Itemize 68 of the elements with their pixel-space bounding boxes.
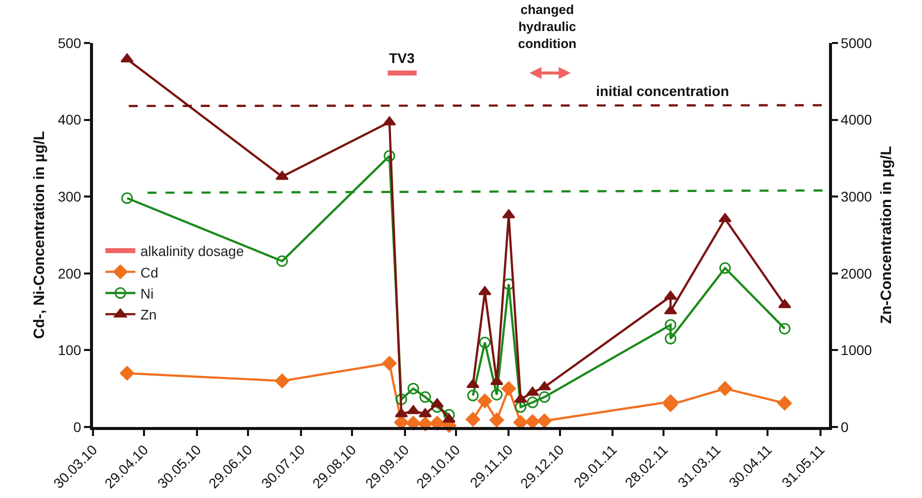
y2-tick-label: 5000 — [840, 34, 872, 51]
point — [478, 286, 492, 296]
point — [664, 305, 678, 314]
point — [514, 394, 528, 403]
y2-tick-label: 0 — [840, 418, 849, 435]
point — [664, 319, 676, 331]
point — [394, 408, 408, 418]
point — [502, 209, 516, 218]
annotation: changed hydraulic condition — [518, 2, 577, 51]
point — [478, 394, 492, 408]
point — [491, 388, 503, 400]
point — [120, 366, 134, 380]
point — [525, 414, 540, 429]
point — [490, 412, 504, 428]
point — [718, 381, 732, 396]
y2-tick-label: 3000 — [840, 188, 872, 204]
point — [538, 381, 551, 390]
point — [466, 412, 480, 427]
y2-tick-label: 1000 — [840, 342, 872, 358]
point — [718, 213, 732, 222]
point — [419, 391, 431, 403]
point — [121, 192, 133, 204]
point — [384, 150, 396, 162]
point — [382, 356, 397, 371]
legend-label: Ni — [140, 285, 154, 302]
point — [467, 390, 479, 402]
y2-tick-label: 4000 — [840, 112, 872, 128]
y-axis-title: Cd-, Ni-Concentration in µg/L — [31, 131, 48, 339]
point — [719, 262, 731, 274]
point — [466, 379, 480, 388]
point — [537, 414, 552, 428]
point — [382, 116, 396, 126]
point — [664, 332, 676, 344]
point — [396, 394, 408, 406]
annotation: initial concentration — [596, 83, 730, 99]
y-tick-label: 400 — [58, 112, 82, 128]
legend-label: Zn — [140, 306, 157, 323]
point — [418, 408, 432, 418]
y-tick-label: 300 — [58, 188, 82, 204]
y-tick-label: 500 — [58, 34, 82, 51]
point — [538, 391, 550, 403]
point — [514, 401, 526, 413]
y2-axis-title: Zn-Concentration in µg/L — [878, 146, 896, 324]
point — [276, 170, 289, 180]
point — [408, 382, 420, 394]
point — [501, 381, 516, 396]
point — [778, 299, 792, 308]
point — [526, 386, 540, 396]
point — [526, 396, 538, 408]
point — [777, 396, 792, 410]
y-tick-label: 0 — [73, 418, 82, 435]
y-tick-label: 200 — [58, 265, 82, 282]
y2-tick-label: 2000 — [840, 265, 872, 282]
point — [406, 405, 420, 414]
point — [443, 408, 455, 420]
legend-label: Cd — [140, 264, 158, 280]
point — [276, 255, 288, 267]
legend-label: alkalinity dosage — [140, 243, 244, 260]
point — [664, 290, 678, 300]
point — [430, 398, 444, 408]
point — [442, 414, 456, 423]
point — [120, 53, 134, 62]
point — [490, 376, 504, 385]
y-tick-label: 100 — [58, 342, 82, 358]
point — [778, 322, 790, 334]
annotation: TV3 — [389, 50, 415, 66]
point — [479, 336, 491, 348]
point — [274, 374, 290, 388]
